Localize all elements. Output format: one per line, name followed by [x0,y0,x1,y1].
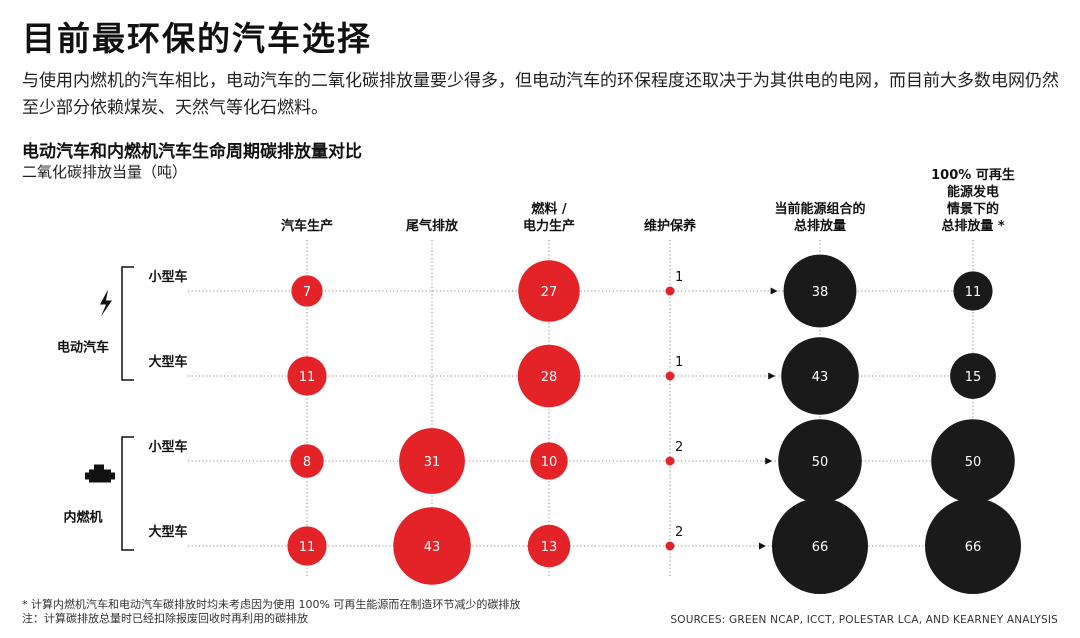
data-label: 11 [965,285,982,300]
data-bubble [772,498,868,594]
data-point-maintenance [665,541,675,551]
data-bubble [778,419,862,503]
group-bracket [121,436,134,551]
data-label: 1 [675,355,683,370]
data-bubble [783,254,857,328]
flow-arrow-head [770,287,778,295]
data-label: 11 [299,540,316,555]
data-label: 1 [675,270,683,285]
chart-unit: 二氧化碳排放当量（吨） [22,163,188,181]
data-label: 66 [812,540,829,555]
data-bubble [399,428,465,494]
column-header: 能源发电 [947,184,999,200]
data-label: 43 [424,540,441,555]
data-label: 27 [541,285,558,300]
data-label: 50 [812,455,829,470]
data-label: 2 [675,440,683,455]
data-bubble [530,442,568,480]
data-point-maintenance [665,456,675,466]
data-bubble [953,271,993,311]
data-point-maintenance [665,371,675,381]
column-header: 总排放量 * [941,218,1005,234]
data-bubble [781,337,859,415]
data-label: 10 [541,455,558,470]
data-label: 11 [299,370,316,385]
data-label: 31 [424,455,441,470]
column-header: 总排放量 [794,218,846,234]
data-label: 8 [303,455,311,470]
group-bracket [121,266,134,381]
data-point-maintenance [665,286,675,296]
lightning-bolt-icon [100,289,112,317]
flow-arrow-head [765,457,773,465]
engine-icon-body [89,469,111,483]
row-label: 大型车 [148,354,187,370]
engine-icon-side [85,472,89,480]
flow-arrow-head [768,372,776,380]
data-label: 13 [541,540,558,555]
data-bubble [291,275,323,307]
footnote-renewable: * 计算内燃机汽车和电动汽车碳排放时均未考虑因为使用 100% 可再生能源而在制… [22,598,521,611]
data-label: 28 [541,370,558,385]
group-label: 内燃机 [63,510,102,526]
column-header: 燃料 / [531,201,567,217]
flow-arrow-head [759,542,766,550]
column-header: 情景下的 [947,201,999,217]
footnote-recycling: 注：计算碳排放总量时已经扣除报废回收时再利用的碳排放 [22,612,308,625]
page-subtitle: 与使用内燃机的汽车相比，电动汽车的二氧化碳排放量要少得多，但电动汽车的环保程度还… [22,71,1059,118]
data-bubble [950,353,996,399]
data-label: 38 [812,285,829,300]
column-header: 尾气排放 [406,218,459,234]
column-header: 维护保养 [644,218,697,234]
engine-icon-side [111,472,115,480]
engine-icon-top [94,464,104,470]
footnotes: * 计算内燃机汽车和电动汽车碳排放时均未考虑因为使用 100% 可再生能源而在制… [22,598,520,626]
group-label: 电动汽车 [57,340,109,356]
column-header: 电力生产 [523,218,575,234]
data-label: 15 [965,370,982,385]
data-bubble [287,526,327,566]
data-bubble [931,419,1015,503]
data-label: 43 [812,370,829,385]
data-bubble [393,507,471,585]
data-bubble [518,260,580,322]
data-label: 7 [303,285,311,300]
page-title: 目前最环保的汽车选择 [22,19,372,58]
chart-title: 电动汽车和内燃机汽车生命周期碳排放量对比 [22,142,362,162]
column-header: 汽车生产 [281,218,333,234]
data-bubble [517,344,581,408]
data-bubble [287,356,327,396]
data-label: 66 [965,540,982,555]
row-label: 大型车 [148,524,187,540]
data-label: 2 [675,525,683,540]
data-bubble [925,498,1021,594]
column-header: 当前能源组合的 [774,201,865,217]
row-label: 小型车 [148,269,187,285]
row-label: 小型车 [148,439,187,455]
engine-icon [85,464,115,483]
column-header: 100% 可再生 [931,167,1015,183]
sources-credit: SOURCES: GREEN NCAP, ICCT, POLESTAR LCA,… [670,614,1058,626]
data-label: 50 [965,455,982,470]
data-bubble [527,524,571,568]
data-bubble [290,444,324,478]
